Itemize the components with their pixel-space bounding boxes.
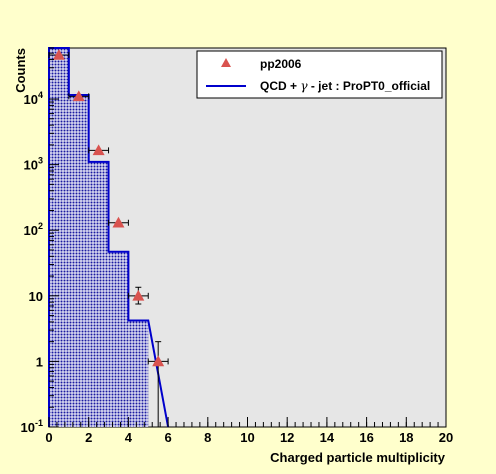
- legend-entry-qcd-suffix: - jet : ProPT0_official: [308, 79, 431, 93]
- y-tick-exponent: 2: [38, 221, 43, 231]
- x-tick-label: 4: [125, 430, 133, 445]
- x-tick-label: 16: [359, 430, 373, 445]
- histogram-bin: [128, 320, 149, 427]
- y-tick-label: 10-1: [21, 418, 43, 435]
- legend-entry-pp2006: pp2006: [260, 57, 302, 71]
- histogram-bin: [68, 95, 89, 427]
- x-tick-label: 20: [439, 430, 453, 445]
- y-tick-exponent: 4: [38, 90, 43, 100]
- legend-box: [196, 50, 443, 99]
- data-point: [112, 216, 125, 228]
- x-axis-title: Charged particle multiplicity: [270, 450, 446, 465]
- y-tick-label: 102: [24, 221, 43, 238]
- y-tick-base: 10: [29, 289, 43, 304]
- data-point: [72, 90, 85, 102]
- x-tick-label: 14: [320, 430, 335, 445]
- legend-entry-qcd: QCD + γ - jet : ProPT0_official: [260, 79, 430, 93]
- y-tick-base: 10: [24, 158, 38, 173]
- data-points: [48, 48, 169, 427]
- x-tick-label: 6: [164, 430, 171, 445]
- data-point: [152, 355, 165, 367]
- y-tick-exponent: 3: [38, 156, 43, 166]
- y-tick-base: 10: [24, 92, 38, 107]
- y-tick-exponent: -1: [35, 418, 43, 428]
- histogram-bin: [108, 251, 129, 427]
- x-tick-label: 0: [45, 430, 52, 445]
- data-point: [92, 144, 105, 156]
- mc-histogram: [48, 47, 170, 428]
- x-tick-label: 18: [399, 430, 413, 445]
- legend-entry-qcd-gamma: γ: [300, 79, 308, 93]
- histogram-outline: [48, 47, 170, 428]
- x-tick-label: 2: [85, 430, 92, 445]
- histogram-bin: [49, 48, 69, 427]
- data-point: [132, 289, 145, 301]
- legend-marker-triangle: [221, 58, 231, 67]
- data-point: [52, 48, 65, 60]
- x-tick-label: 12: [280, 430, 294, 445]
- y-tick-label: 104: [24, 90, 43, 107]
- y-tick-base: 10: [24, 223, 38, 238]
- legend-entry-qcd-prefix: QCD +: [260, 79, 300, 93]
- y-tick-label: 1: [36, 354, 43, 369]
- x-tick-label: 10: [240, 430, 254, 445]
- y-axis-title: Counts: [13, 48, 28, 93]
- y-tick-base: 1: [36, 354, 43, 369]
- y-tick-label: 10: [29, 289, 43, 304]
- x-tick-label: 8: [204, 430, 211, 445]
- legend: pp2006 QCD + γ - jet : ProPT0_official: [196, 50, 443, 99]
- histogram-bin: [88, 161, 109, 428]
- y-tick-label: 103: [24, 156, 43, 173]
- y-tick-base: 10: [21, 420, 35, 435]
